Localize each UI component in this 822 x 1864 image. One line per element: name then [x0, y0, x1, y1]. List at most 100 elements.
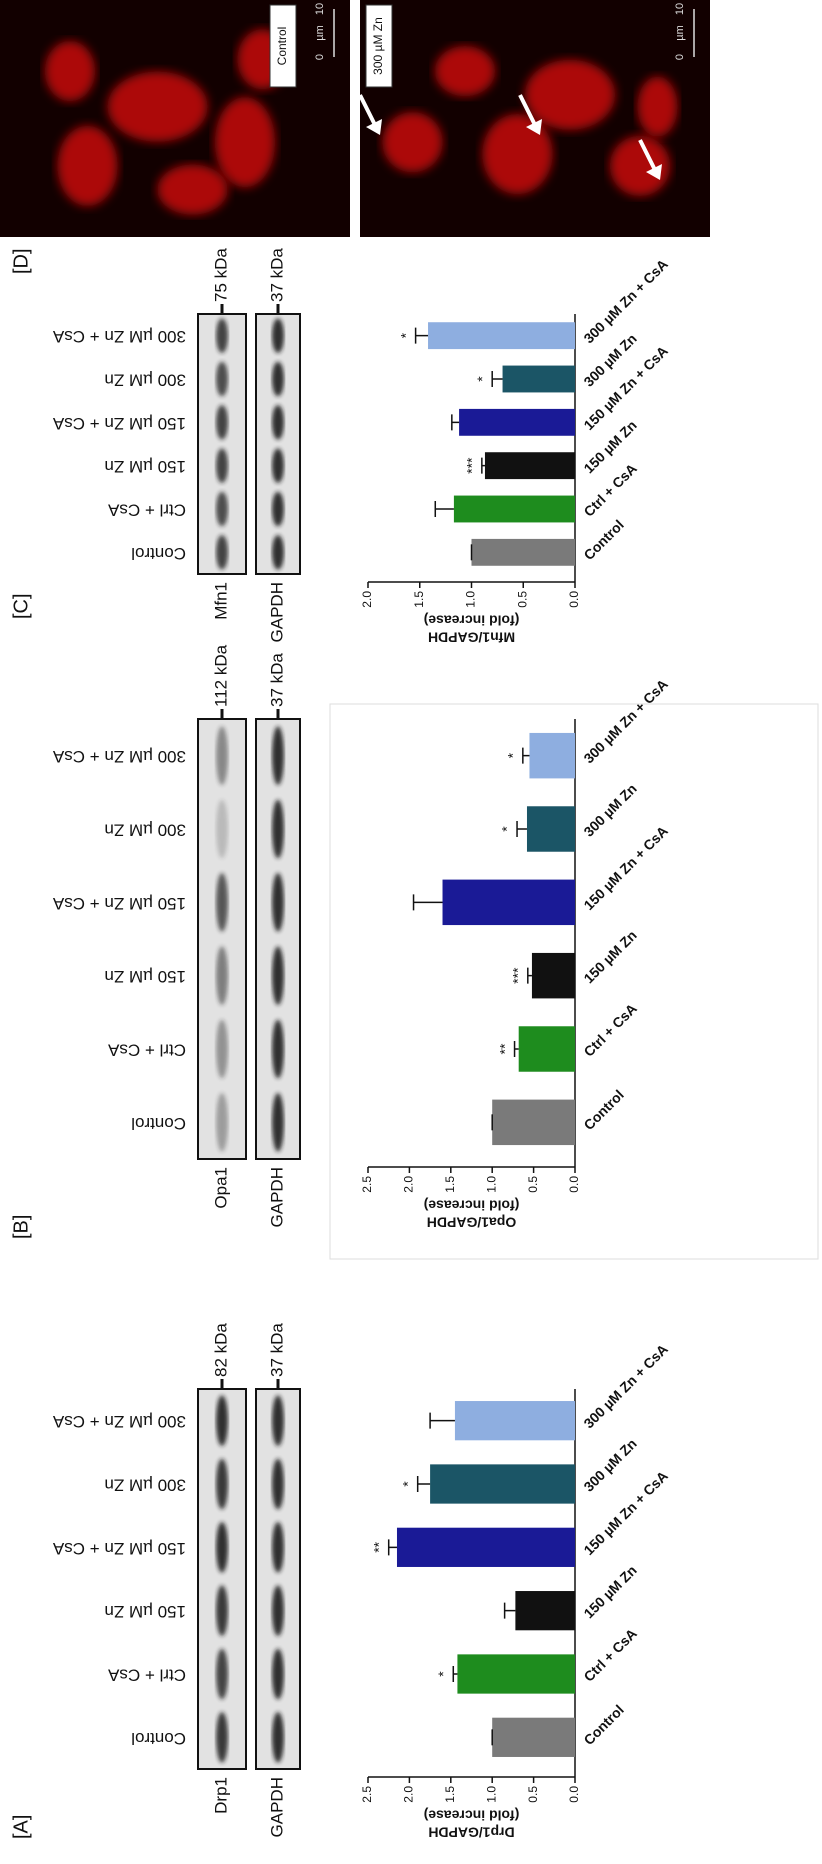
y-tick-label: 2.0	[402, 1786, 416, 1803]
significance: *	[505, 752, 521, 758]
bar	[531, 952, 575, 999]
significance: **	[370, 1541, 386, 1552]
arrow-head	[526, 119, 542, 135]
blot-band	[216, 1712, 228, 1763]
mito-signal	[382, 112, 443, 173]
kda-label: 75 kDa	[211, 248, 230, 302]
blot-band	[216, 318, 228, 353]
lane-label: 150 µM Zn	[104, 457, 186, 476]
x-tick-label: 150 µM Zn	[580, 927, 639, 986]
scale-label: 10	[674, 3, 686, 15]
y-tick-label: 2.5	[360, 1786, 374, 1803]
y-tick-label: 0.5	[526, 1786, 540, 1803]
blot-box	[197, 313, 247, 575]
lane-label: 150 µM Zn	[104, 967, 186, 986]
bar	[492, 1717, 576, 1757]
bar	[471, 538, 575, 566]
blot-band	[216, 946, 228, 1005]
mito-signal	[482, 114, 553, 195]
error-bar	[416, 1476, 431, 1492]
y-tick-label: 0.5	[515, 591, 529, 608]
arrow	[638, 139, 658, 173]
arrow	[358, 94, 378, 128]
error-bar	[387, 1539, 397, 1556]
y-tick-label: 1.5	[443, 1786, 457, 1803]
blot-band	[216, 872, 228, 932]
significance: *	[474, 376, 490, 382]
error-bar	[491, 371, 503, 387]
y-tick-label: 2.0	[402, 1176, 416, 1193]
scale-label: 0	[674, 54, 686, 60]
blot-band	[216, 726, 228, 785]
kda-label: 37 kDa	[267, 653, 286, 707]
y-tick-label: 2.5	[360, 1176, 374, 1193]
error-bar	[481, 457, 485, 474]
mito-signal	[107, 71, 208, 142]
error-bar	[522, 747, 530, 764]
lane-label: 150 µM Zn + CsA	[52, 894, 186, 913]
scale-label: 10	[314, 3, 326, 15]
y-tick-label: 0.5	[526, 1176, 540, 1193]
x-tick-label: 150 µM Zn	[580, 1562, 639, 1621]
y-axis-label: Mfn1/GAPDH	[428, 629, 515, 645]
blot-band	[216, 361, 228, 397]
x-tick-label: 300 µM Zn	[580, 1435, 639, 1494]
significance: *	[399, 1481, 415, 1487]
image-label-box	[365, 4, 393, 88]
panel-label: [A]	[10, 1815, 32, 1839]
mito-signal	[157, 164, 228, 215]
protein-name: Drp1	[211, 1777, 230, 1814]
blot-band	[216, 1585, 228, 1636]
blot-band	[272, 1395, 284, 1446]
y-tick-label: 2.0	[360, 591, 374, 608]
y-axis-label-sub: (fold increase)	[424, 612, 520, 628]
blot-band	[216, 1092, 228, 1152]
y-tick-label: 0.0	[567, 1786, 581, 1803]
bar	[457, 1654, 576, 1694]
blot-band	[272, 405, 284, 440]
mito-signal	[637, 76, 678, 137]
protein-name: GAPDH	[267, 1777, 286, 1837]
blot-band	[272, 1458, 284, 1510]
error-bar	[452, 1666, 458, 1682]
blot-band	[216, 448, 228, 483]
panel-label: [D]	[10, 248, 32, 274]
lane-label: 300 µM Zn	[104, 1476, 186, 1495]
blot-band	[272, 1092, 284, 1152]
blot-band	[272, 448, 284, 483]
blot-band	[272, 726, 284, 785]
error-bar	[414, 327, 429, 344]
blot-band	[272, 799, 284, 859]
blot-band	[216, 405, 228, 440]
bar	[428, 322, 575, 350]
error-bar	[451, 414, 460, 431]
x-tick-label: Ctrl + CsA	[580, 1625, 639, 1684]
blot-band	[216, 1019, 228, 1079]
protein-name: Mfn1	[211, 582, 230, 620]
bar	[515, 1591, 575, 1631]
significance: **	[496, 1043, 512, 1054]
protein-name: GAPDH	[267, 1167, 286, 1227]
blot-band	[216, 1458, 228, 1510]
x-tick-label: 300 µM Zn + CsA	[580, 676, 670, 766]
mito-signal	[435, 46, 495, 97]
blot-band	[272, 1712, 284, 1763]
lane-label: 150 µM Zn + CsA	[52, 414, 186, 433]
bar	[484, 452, 575, 480]
error-bar	[516, 821, 527, 837]
protein-name: Opa1	[211, 1167, 230, 1209]
blot-band	[216, 799, 228, 859]
bar	[442, 879, 575, 926]
y-tick-label: 1.5	[412, 591, 426, 608]
blot-band	[272, 1019, 284, 1079]
x-tick-label: 300 µM Zn + CsA	[580, 1341, 670, 1431]
bar	[529, 732, 576, 779]
scale-label: µm	[314, 25, 326, 41]
significance: ***	[510, 967, 526, 984]
kda-label: 37 kDa	[267, 1323, 286, 1377]
y-tick-label: 0.0	[567, 591, 581, 608]
x-tick-label: Control	[580, 1087, 627, 1134]
lane-label: 300 µM Zn	[104, 821, 186, 840]
y-axis-label: Drp1/GAPDH	[428, 1824, 514, 1840]
